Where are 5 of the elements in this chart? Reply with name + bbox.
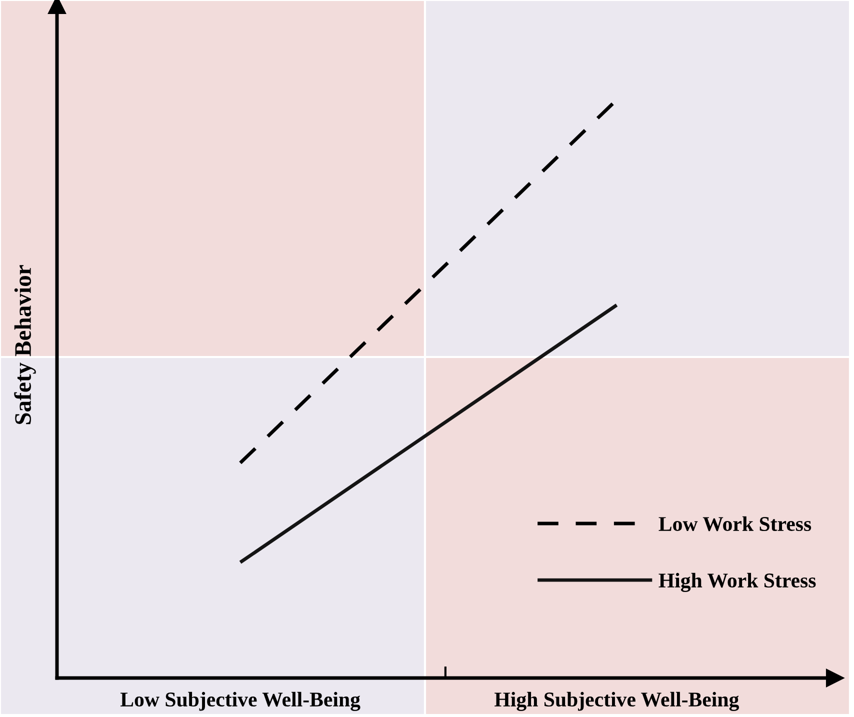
x-tick-label: High Subjective Well-Being xyxy=(494,692,739,711)
text: High Work Stress xyxy=(658,572,816,592)
x-tick-label: Low Subjective Well-Being xyxy=(120,692,360,711)
text: Low Work Stress xyxy=(658,516,812,532)
y-axis-title: Safety Behavior xyxy=(14,265,36,424)
